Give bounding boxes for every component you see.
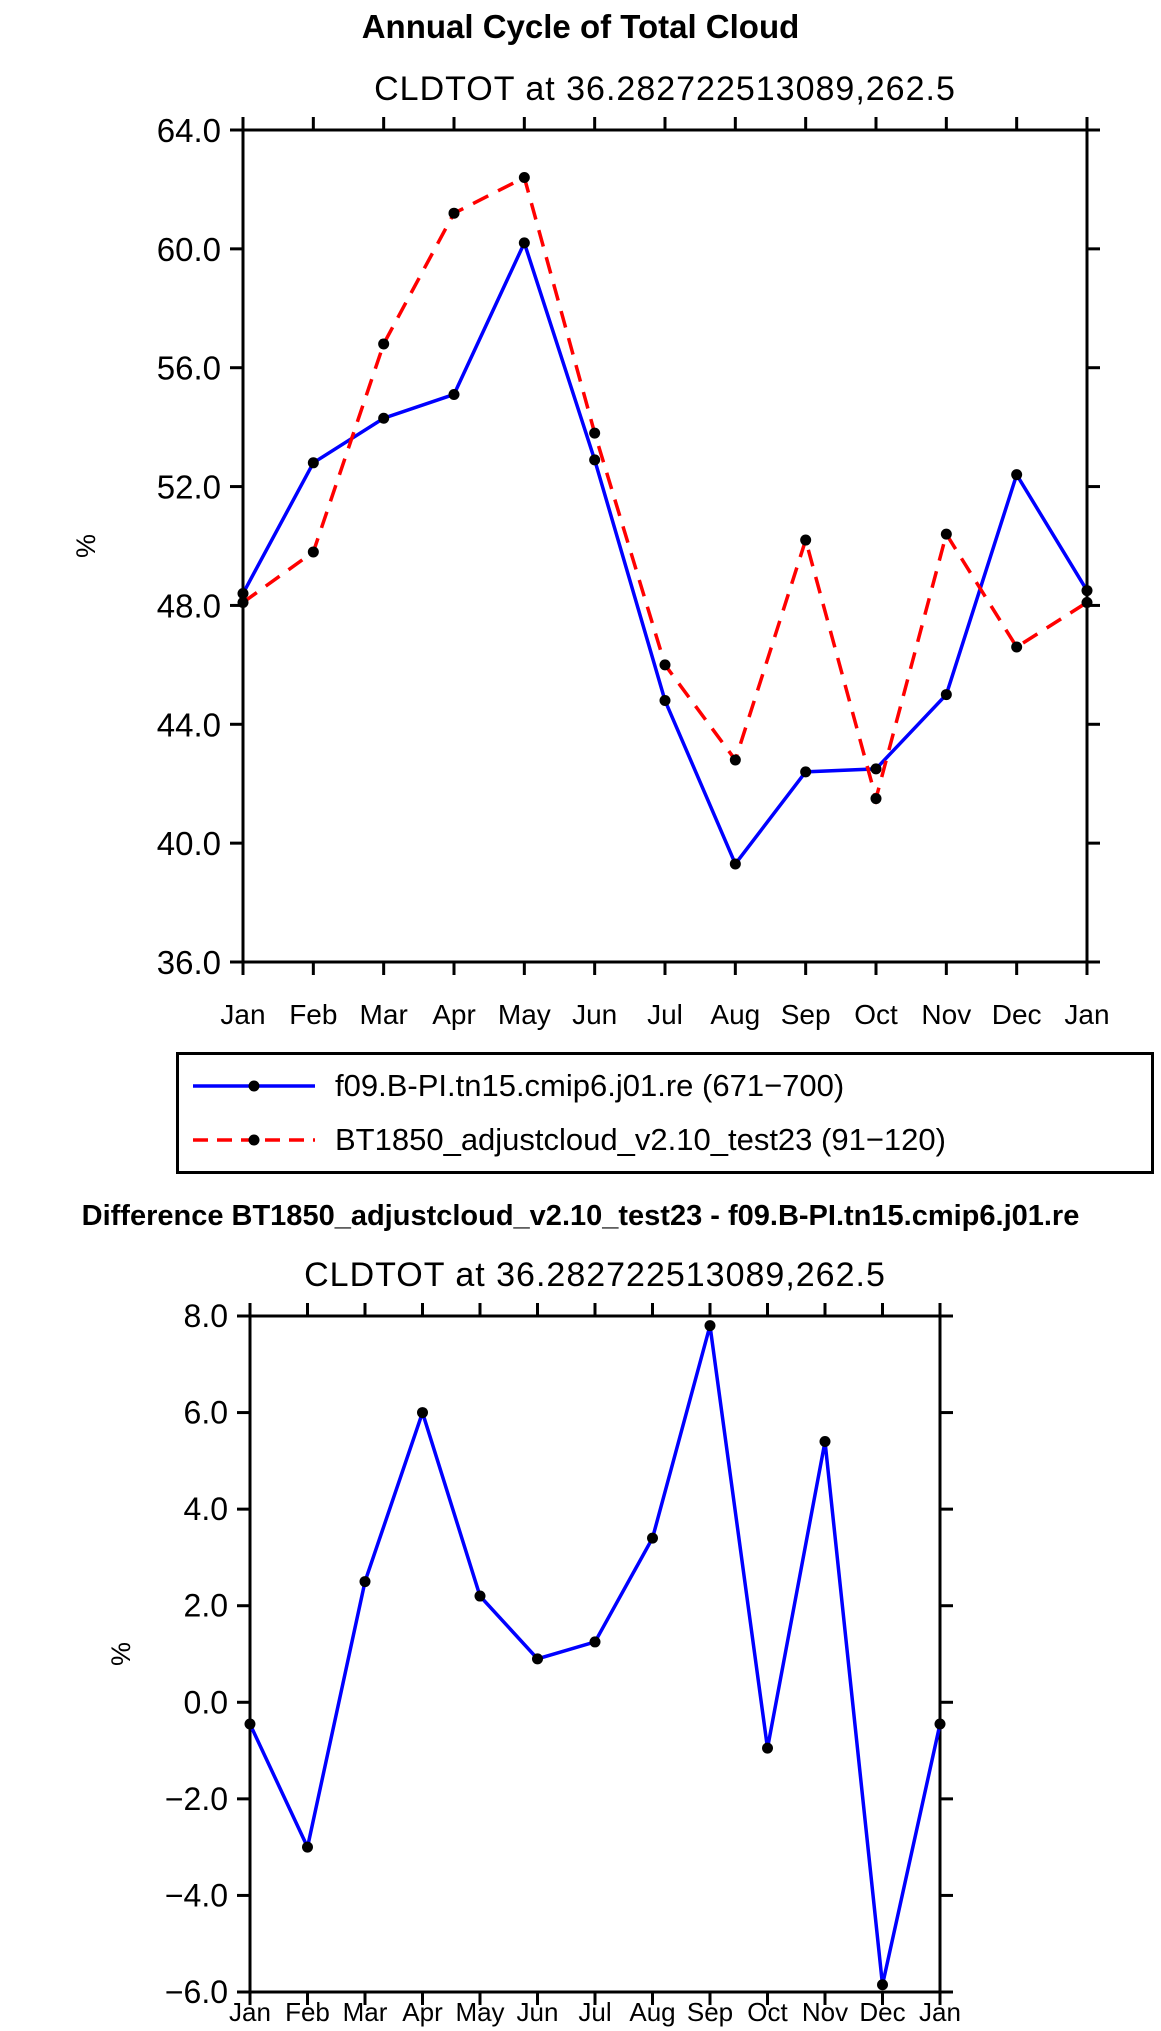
x-tick-label: May [455, 1997, 504, 2027]
x-tick-label: Jun [517, 1997, 559, 2027]
legend-item-model2: BT1850_adjustcloud_v2.10_test23 (91−120) [189, 1113, 1141, 1167]
legend-item-model1: f09.B-PI.tn15.cmip6.j01.re (671−700) [189, 1059, 1141, 1113]
difference-chart: CLDTOT at 36.282722513089,262.5% 8.0 6.0 4.… [106, 1256, 961, 2027]
annual-cycle-title: Annual Cycle of Total Cloud [361, 8, 800, 45]
x-tick-label: Jun [572, 999, 617, 1030]
y-tick-label: 6.0 [184, 1395, 228, 1431]
legend-line-sample-dashed-icon [193, 1134, 315, 1146]
y-tick-label: 52.0 [157, 469, 221, 506]
annual-cycle-chart: CLDTOT at 36.282722513089,262.5% 64.0 60.0… [71, 70, 1110, 1030]
x-tick-label: Jan [229, 1997, 271, 2027]
y-tick-label: 8.0 [184, 1298, 228, 1334]
y-tick-label: 56.0 [157, 350, 221, 387]
y-tick-label: 4.0 [184, 1491, 228, 1527]
chart-root: CLDTOT at 36.282722513089,262.5% 8.0 6.0 4.… [106, 1256, 961, 2027]
legend: f09.B-PI.tn15.cmip6.j01.re (671−700) BT1… [176, 1052, 1154, 1174]
x-tick-label: Feb [289, 999, 337, 1030]
plot-frame [241, 128, 1089, 964]
x-tick-label: Aug [710, 999, 760, 1030]
x-tick-label: Apr [432, 999, 476, 1030]
y-tick-label: −4.0 [165, 1877, 228, 1913]
y-tick-label: −2.0 [165, 1781, 228, 1817]
plot-frame [248, 1314, 942, 1994]
x-tick-label: Dec [992, 999, 1042, 1030]
x-tick-label: Mar [360, 999, 408, 1030]
x-tick-label: Nov [802, 1997, 848, 2027]
x-tick-label: Oct [854, 999, 898, 1030]
series-markers-1 [237, 172, 1093, 805]
y-tick-label: 40.0 [157, 825, 221, 862]
chart-subtitle: CLDTOT at 36.282722513089,262.5 [374, 70, 956, 108]
series-line-0 [248, 1325, 942, 1986]
series-markers-0 [244, 1320, 946, 1991]
x-tick-label: Dec [859, 1997, 905, 2027]
x-tick-label: Sep [781, 999, 831, 1030]
x-tick-label: Jan [1064, 999, 1109, 1030]
legend-line-sample-solid-icon [193, 1080, 315, 1092]
x-tick-label: Jul [578, 1997, 611, 2027]
y-tick-label: 44.0 [157, 706, 221, 743]
chart-subtitle: CLDTOT at 36.282722513089,262.5 [304, 1256, 886, 1294]
y-tick-label: −6.0 [165, 1974, 228, 2010]
axis-ticks [230, 117, 1100, 975]
x-tick-label: Aug [629, 1997, 675, 2027]
series-line-0 [241, 238, 1089, 868]
axis-ticks [237, 1303, 953, 2005]
y-tick-label: 0.0 [184, 1684, 228, 1720]
x-tick-label: Sep [687, 1997, 733, 2027]
y-tick-label: 48.0 [157, 587, 221, 624]
x-tick-label: Jan [220, 999, 265, 1030]
legend-label-model2: BT1850_adjustcloud_v2.10_test23 (91−120) [335, 1122, 946, 1157]
chart-root: CLDTOT at 36.282722513089,262.5% 64.0 60.0… [71, 70, 1110, 1030]
x-tick-label: Nov [921, 999, 971, 1030]
x-tick-label: Jan [919, 1997, 961, 2027]
y-axis-label: % [106, 1642, 136, 1666]
difference-title: Difference BT1850_adjustcloud_v2.10_test… [81, 1200, 1080, 1232]
x-tick-label: May [498, 999, 551, 1030]
y-tick-label: 64.0 [157, 112, 221, 149]
series-markers-0 [237, 237, 1093, 870]
y-tick-label: 36.0 [157, 944, 221, 981]
legend-label-model1: f09.B-PI.tn15.cmip6.j01.re (671−700) [335, 1068, 845, 1103]
x-tick-label: Mar [343, 1997, 388, 2027]
x-tick-label: Apr [402, 1997, 443, 2027]
y-axis-label: % [71, 534, 101, 558]
y-tick-label: 2.0 [184, 1588, 228, 1624]
x-tick-label: Feb [285, 1997, 330, 2027]
y-tick-label: 60.0 [157, 231, 221, 268]
x-tick-label: Oct [747, 1997, 788, 2027]
x-tick-label: Jul [647, 999, 683, 1030]
